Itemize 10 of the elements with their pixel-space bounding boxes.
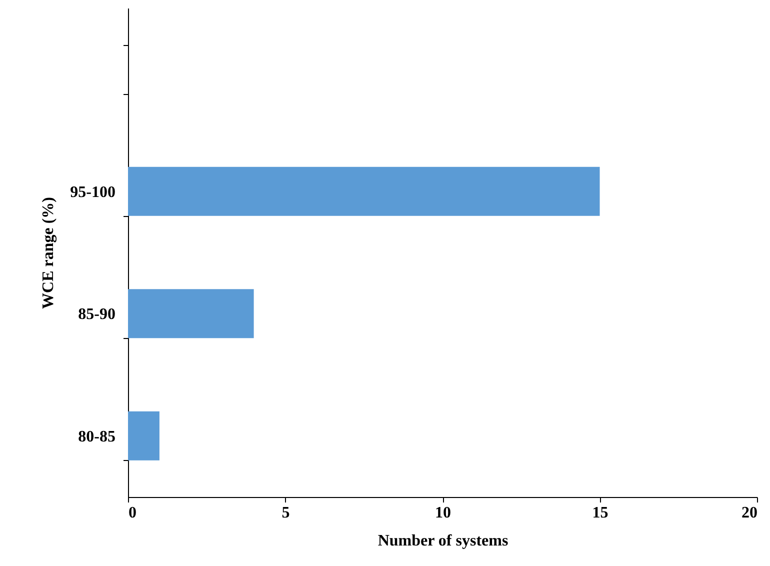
x-tick-label: 20 xyxy=(742,504,758,522)
x-axis-title: Number of systems xyxy=(378,532,508,550)
x-tick-label: 5 xyxy=(282,504,290,522)
y-axis-title: WCE range (%) xyxy=(40,197,58,309)
y-tick-label: 85-90 xyxy=(78,306,116,324)
x-tick-label: 0 xyxy=(128,504,136,522)
y-tick-label: 95-100 xyxy=(70,184,116,201)
x-tick-label: 10 xyxy=(435,504,451,522)
x-tick-label: 15 xyxy=(592,504,608,522)
y-tick-label: 80-85 xyxy=(78,428,116,446)
